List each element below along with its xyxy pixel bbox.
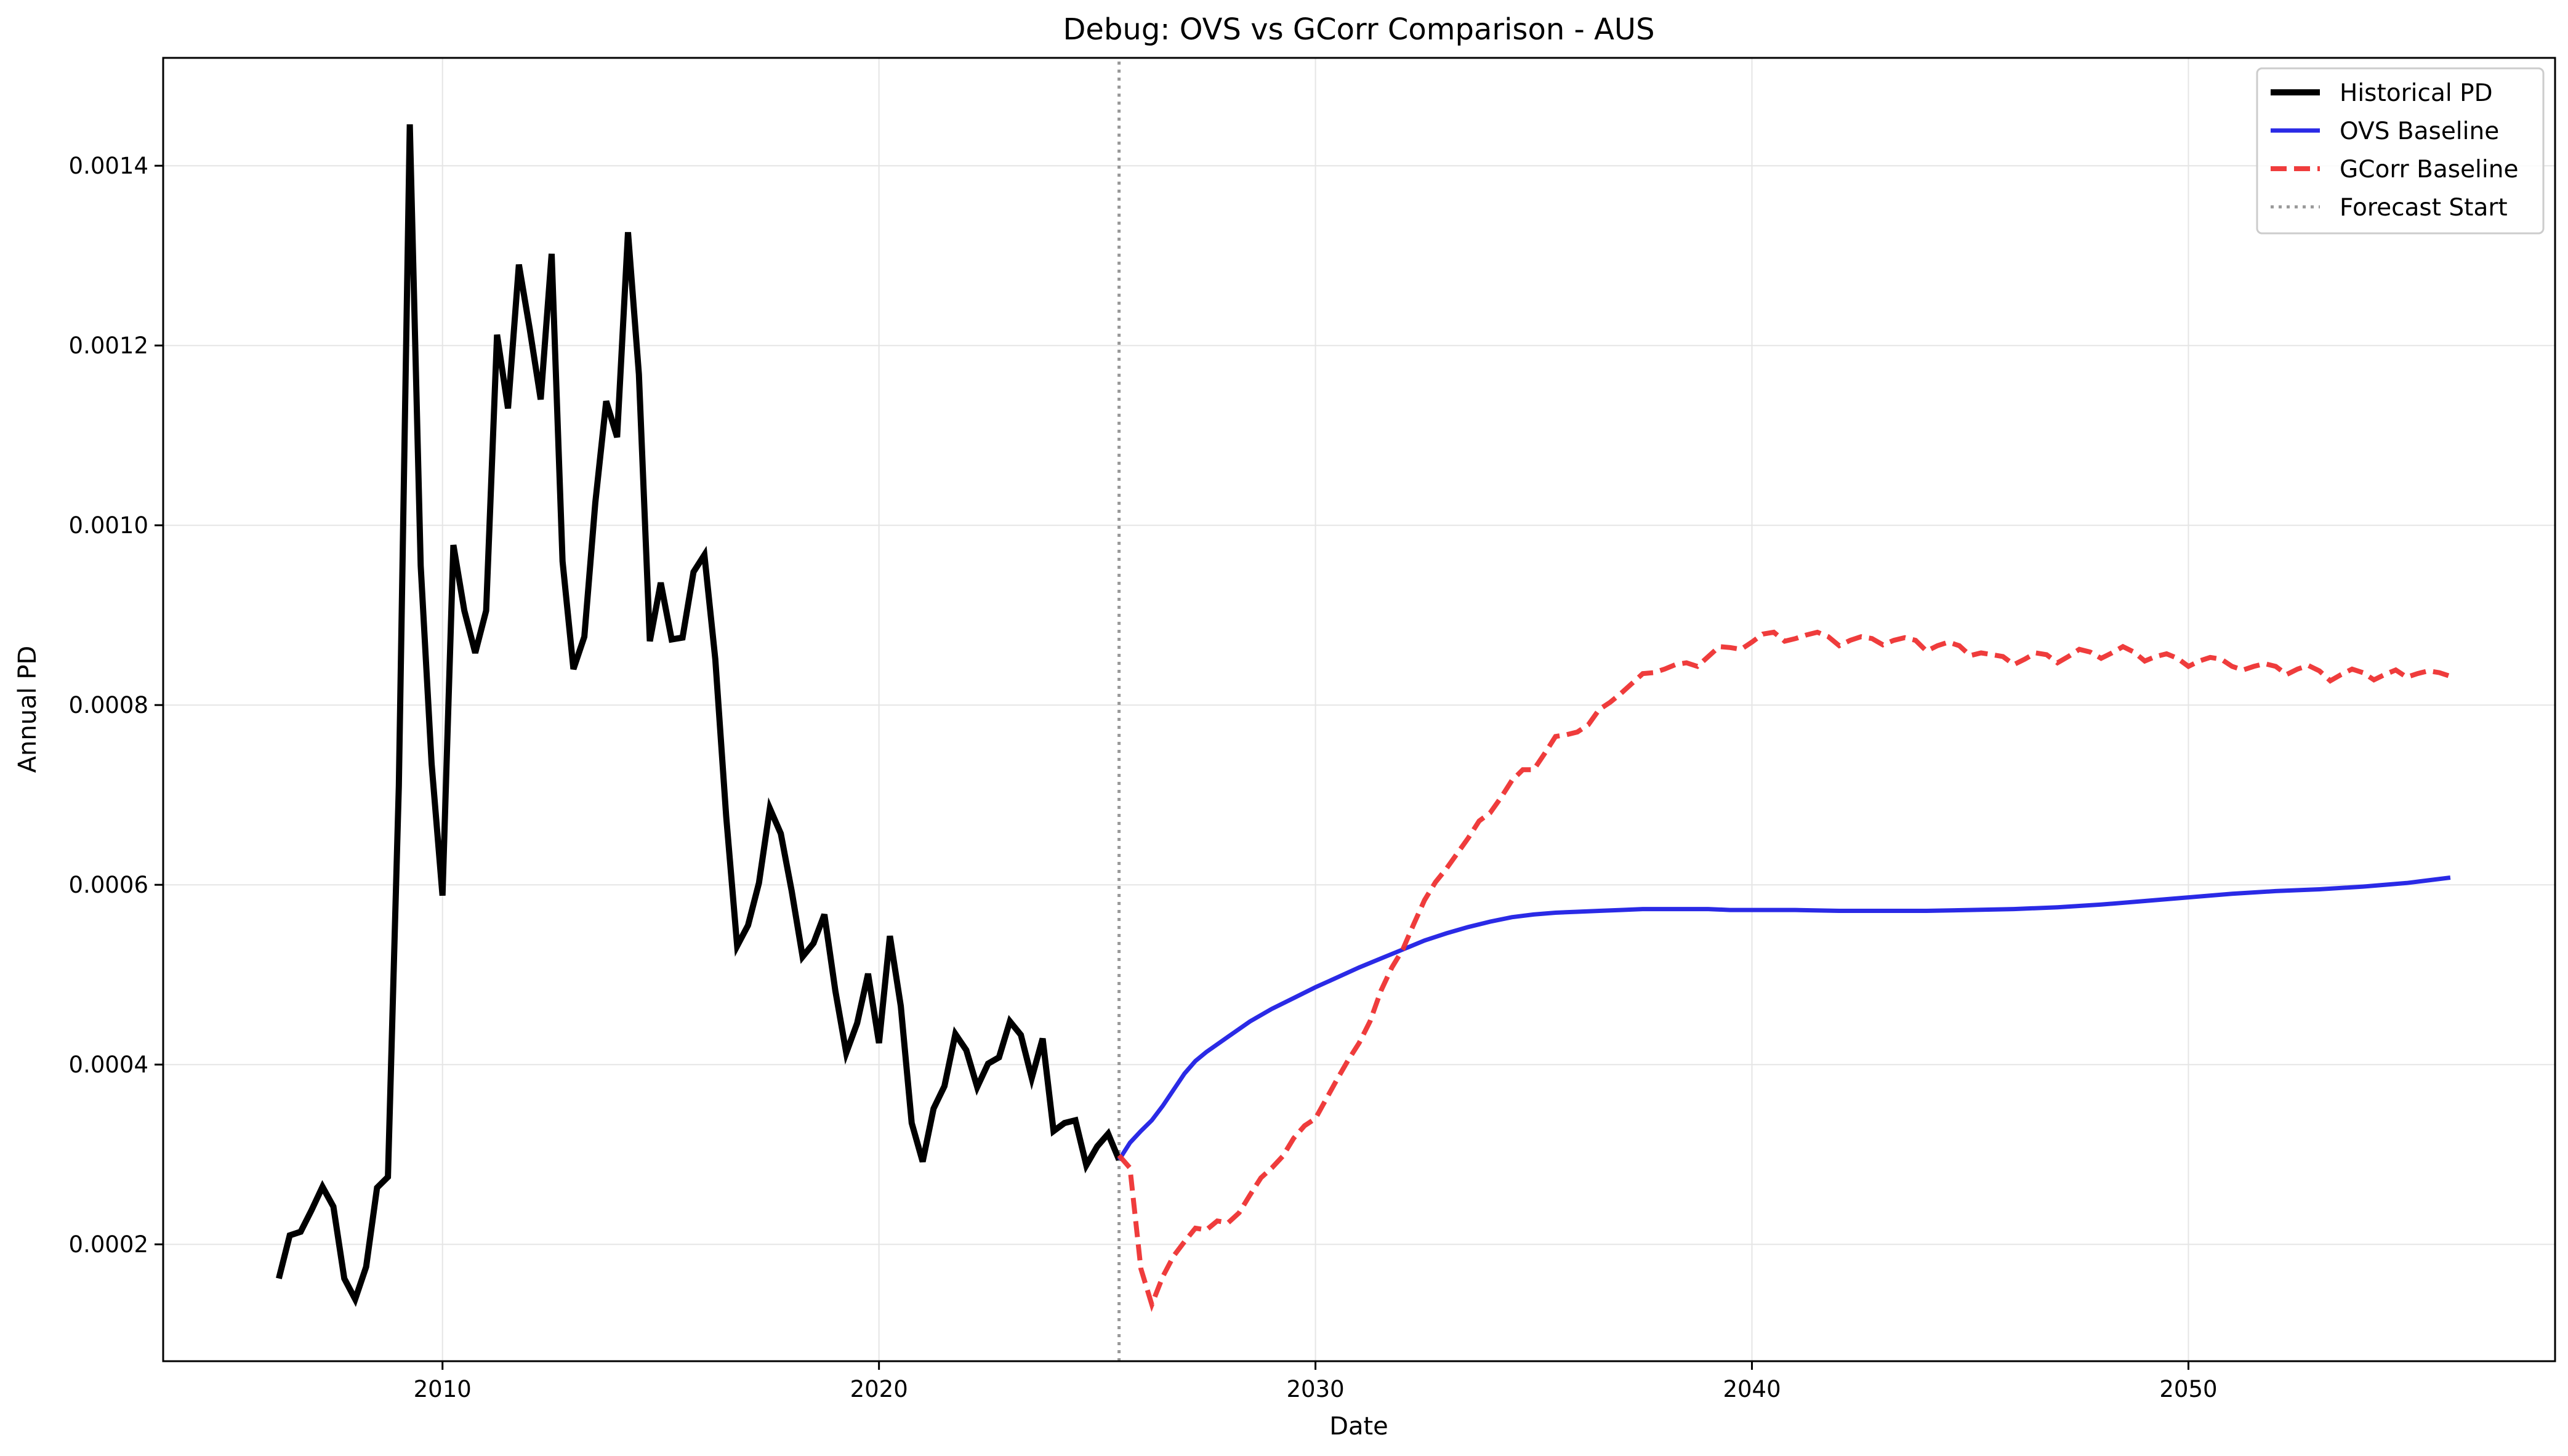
- legend: Historical PD OVS Baseline GCorr Baseline F…: [2256, 67, 2545, 235]
- series-line-ovs-baseline: [1117, 875, 2451, 1161]
- series-line-gcorr-baseline: [1117, 629, 2452, 1313]
- y-tick-label: 0.0014: [69, 153, 148, 179]
- y-tick-label: 0.0006: [69, 872, 148, 898]
- plot-frame: [162, 57, 2556, 1362]
- x-tick-label: 2010: [414, 1376, 472, 1402]
- series-layer: [276, 58, 2452, 1361]
- x-tick-label: 2030: [1287, 1376, 1345, 1402]
- x-tick-label: 2050: [2159, 1376, 2217, 1402]
- y-tick-label: 0.0012: [69, 332, 148, 359]
- y-axis-title: Annual PD: [14, 646, 42, 773]
- plot-area: [163, 58, 2555, 1361]
- chart-title: Debug: OVS vs GCorr Comparison - AUS: [1063, 12, 1654, 47]
- y-tick-label: 0.0002: [69, 1231, 148, 1258]
- x-axis: 2010 2020 2030 2040 2050: [414, 1361, 2218, 1402]
- legend-label: GCorr Baseline: [2340, 156, 2518, 183]
- legend-label: Forecast Start: [2340, 194, 2508, 222]
- legend-label: Historical PD: [2340, 79, 2493, 107]
- y-axis: 0.0002 0.0004 0.0006 0.0008 0.0010 0.0012 0.00…: [69, 153, 163, 1258]
- legend-box: [2256, 67, 2545, 235]
- y-tick-label: 0.0008: [69, 692, 148, 718]
- x-tick-label: 2020: [850, 1376, 908, 1402]
- x-axis-title: Date: [1329, 1412, 1388, 1441]
- y-tick-label: 0.0004: [69, 1052, 148, 1078]
- x-tick-label: 2040: [1723, 1376, 1781, 1402]
- series-line-historical-pd: [276, 124, 1122, 1307]
- legend-label: OVS Baseline: [2340, 118, 2499, 145]
- grid: [163, 58, 2555, 1361]
- y-tick-label: 0.0010: [69, 512, 148, 539]
